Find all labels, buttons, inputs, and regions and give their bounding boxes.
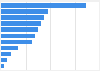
Bar — [1, 58, 7, 62]
Bar — [1, 64, 4, 68]
Bar — [1, 34, 35, 38]
Bar — [1, 52, 11, 56]
Bar — [1, 9, 48, 14]
Bar — [1, 27, 38, 32]
Bar — [1, 3, 86, 8]
Bar — [1, 21, 41, 26]
Bar — [1, 46, 18, 50]
Bar — [1, 15, 44, 20]
Bar — [1, 40, 32, 44]
